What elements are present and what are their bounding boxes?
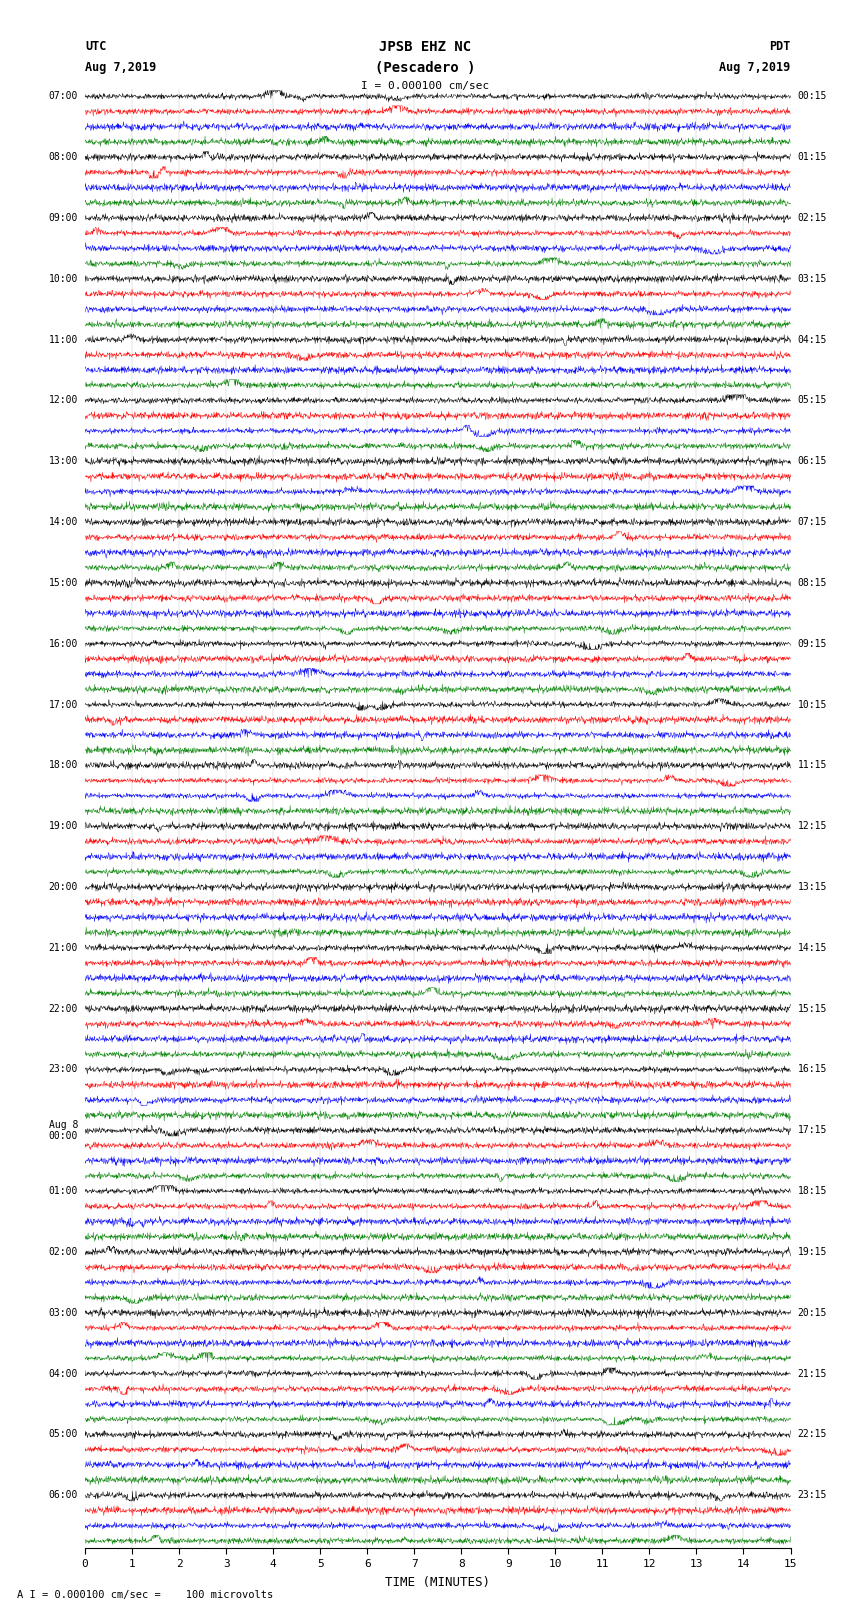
Text: 07:15: 07:15 xyxy=(797,518,827,527)
Text: UTC: UTC xyxy=(85,40,106,53)
Text: A I = 0.000100 cm/sec =    100 microvolts: A I = 0.000100 cm/sec = 100 microvolts xyxy=(17,1590,273,1600)
Text: I = 0.000100 cm/sec: I = 0.000100 cm/sec xyxy=(361,81,489,90)
Text: 14:00: 14:00 xyxy=(48,518,78,527)
Text: 17:00: 17:00 xyxy=(48,700,78,710)
Text: Aug 8
00:00: Aug 8 00:00 xyxy=(48,1119,78,1140)
Text: 16:15: 16:15 xyxy=(797,1065,827,1074)
Text: 02:15: 02:15 xyxy=(797,213,827,223)
Text: 06:15: 06:15 xyxy=(797,456,827,466)
Text: 09:00: 09:00 xyxy=(48,213,78,223)
Text: 14:15: 14:15 xyxy=(797,944,827,953)
Text: 20:15: 20:15 xyxy=(797,1308,827,1318)
Text: 17:15: 17:15 xyxy=(797,1126,827,1136)
Text: 01:15: 01:15 xyxy=(797,152,827,163)
Text: 21:00: 21:00 xyxy=(48,944,78,953)
Text: JPSB EHZ NC: JPSB EHZ NC xyxy=(379,40,471,55)
Text: 05:00: 05:00 xyxy=(48,1429,78,1439)
Text: 13:00: 13:00 xyxy=(48,456,78,466)
Text: 23:15: 23:15 xyxy=(797,1490,827,1500)
Text: 19:15: 19:15 xyxy=(797,1247,827,1257)
Text: 10:15: 10:15 xyxy=(797,700,827,710)
Text: 21:15: 21:15 xyxy=(797,1368,827,1379)
Text: 08:15: 08:15 xyxy=(797,577,827,587)
Text: 15:15: 15:15 xyxy=(797,1003,827,1013)
Text: 18:15: 18:15 xyxy=(797,1186,827,1197)
X-axis label: TIME (MINUTES): TIME (MINUTES) xyxy=(385,1576,490,1589)
Text: 22:00: 22:00 xyxy=(48,1003,78,1013)
Text: 00:15: 00:15 xyxy=(797,92,827,102)
Text: 06:00: 06:00 xyxy=(48,1490,78,1500)
Text: 01:00: 01:00 xyxy=(48,1186,78,1197)
Text: 22:15: 22:15 xyxy=(797,1429,827,1439)
Text: 13:15: 13:15 xyxy=(797,882,827,892)
Text: 02:00: 02:00 xyxy=(48,1247,78,1257)
Text: 07:00: 07:00 xyxy=(48,92,78,102)
Text: 03:15: 03:15 xyxy=(797,274,827,284)
Text: 18:00: 18:00 xyxy=(48,760,78,771)
Text: PDT: PDT xyxy=(769,40,790,53)
Text: 09:15: 09:15 xyxy=(797,639,827,648)
Text: 15:00: 15:00 xyxy=(48,577,78,587)
Text: 23:00: 23:00 xyxy=(48,1065,78,1074)
Text: 08:00: 08:00 xyxy=(48,152,78,163)
Text: 11:00: 11:00 xyxy=(48,334,78,345)
Text: 03:00: 03:00 xyxy=(48,1308,78,1318)
Text: 05:15: 05:15 xyxy=(797,395,827,405)
Text: (Pescadero ): (Pescadero ) xyxy=(375,61,475,76)
Text: 04:15: 04:15 xyxy=(797,334,827,345)
Text: 16:00: 16:00 xyxy=(48,639,78,648)
Text: 20:00: 20:00 xyxy=(48,882,78,892)
Text: 10:00: 10:00 xyxy=(48,274,78,284)
Text: Aug 7,2019: Aug 7,2019 xyxy=(85,61,156,74)
Text: 04:00: 04:00 xyxy=(48,1368,78,1379)
Text: 19:00: 19:00 xyxy=(48,821,78,831)
Text: 12:00: 12:00 xyxy=(48,395,78,405)
Text: Aug 7,2019: Aug 7,2019 xyxy=(719,61,791,74)
Text: 11:15: 11:15 xyxy=(797,760,827,771)
Text: 12:15: 12:15 xyxy=(797,821,827,831)
